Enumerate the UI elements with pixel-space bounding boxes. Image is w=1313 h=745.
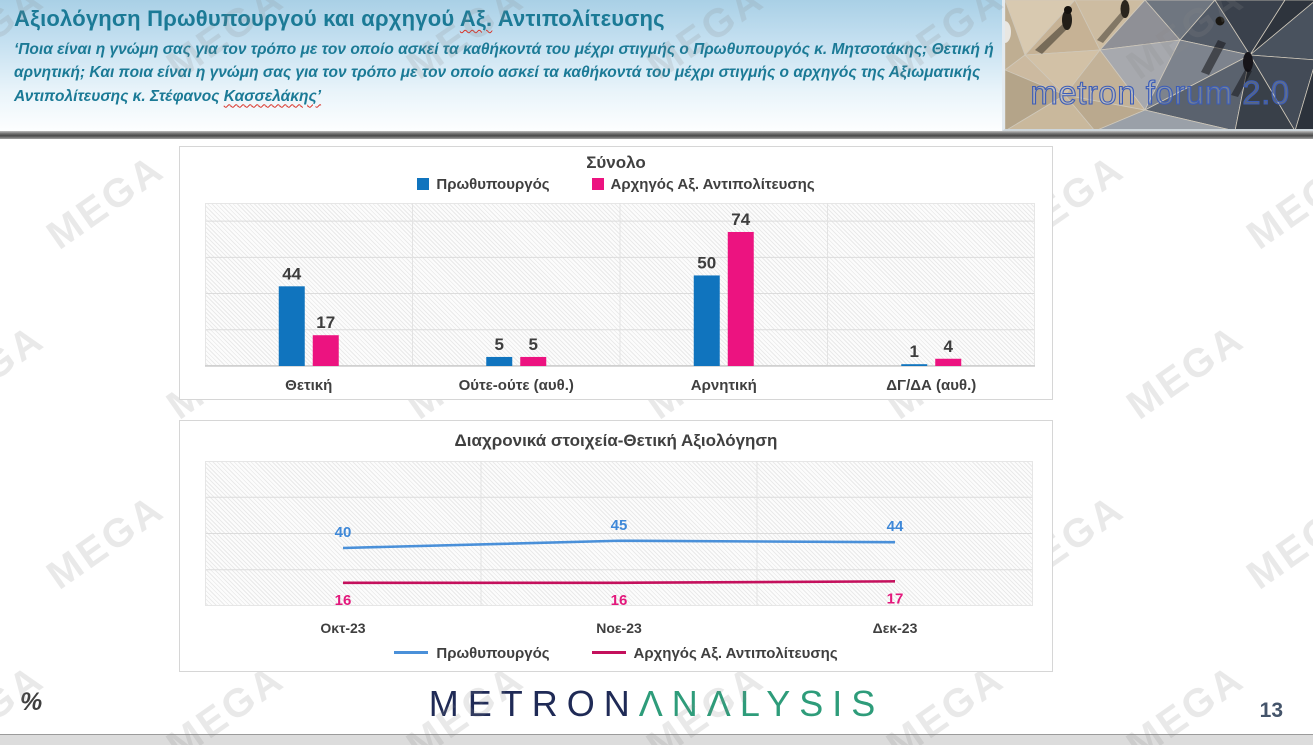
legend-item-pm: Πρωθυπουργός	[417, 176, 550, 193]
bar	[486, 356, 513, 366]
opposition-legend-label: Αρχηγός Αξ. Αντιπολίτευσης	[610, 176, 815, 193]
x-axis-label: Δεκ-23	[873, 620, 918, 636]
bar-chart-legend: Πρωθυπουργός Αρχηγός Αξ. Αντιπολίτευσης	[180, 176, 1052, 193]
page-number: 13	[1259, 699, 1283, 722]
mega-watermark: MEGA	[1119, 656, 1253, 745]
category-label: ΔΓ/ΔΑ (αυθ.)	[886, 377, 976, 394]
mega-watermark: MEGA	[39, 146, 173, 258]
bottom-strip	[0, 734, 1313, 745]
bar	[727, 231, 754, 366]
line-chart-legend: Πρωθυπουργός Αρχηγός Αξ. Αντιπολίτευσης	[180, 645, 1052, 662]
line-chart-title: Διαχρονικά στοιχεία-Θετική Αξιολόγηση	[454, 431, 778, 450]
title-text-2: Αντιπολίτευσης	[492, 6, 665, 31]
category-label: Αρνητική	[691, 377, 757, 394]
pm-line-legend-label: Πρωθυπουργός	[436, 645, 550, 662]
bar-value-label: 4	[944, 337, 954, 356]
bar	[901, 364, 928, 366]
legend-item-pm-line: Πρωθυπουργός	[394, 645, 550, 662]
pm-legend-label: Πρωθυπουργός	[436, 176, 550, 193]
line-chart-panel: Διαχρονικά στοιχεία-Θετική Αξιολόγηση 40…	[179, 420, 1053, 672]
x-axis-label: Οκτ-23	[320, 620, 365, 636]
point-value-label: 16	[611, 592, 628, 609]
bar-value-label: 5	[495, 335, 504, 354]
title-text-1: Αξιολόγηση Πρωθυπουργού και αρχηγού	[14, 6, 460, 31]
bar-value-label: 44	[282, 264, 301, 283]
x-axis-label: Νοε-23	[596, 620, 642, 636]
bar	[278, 286, 305, 366]
category-label: Θετική	[285, 377, 332, 394]
opposition-legend-swatch	[591, 178, 604, 190]
mega-watermark: MEGA	[1239, 486, 1313, 598]
category-label: Ούτε-ούτε (αυθ.)	[459, 377, 574, 394]
bar	[935, 358, 962, 366]
mega-watermark: MEGA	[1239, 146, 1313, 258]
subtitle-text: ‘Ποια είναι η γνώμη σας για τον τρόπο με…	[14, 41, 994, 105]
legend-item-opposition-line: Αρχηγός Αξ. Αντιπολίτευσης	[591, 645, 838, 662]
metron-analysis-logo: METRONΛNΛLYSIS	[429, 683, 884, 725]
series-line	[343, 580, 896, 585]
pm-legend-swatch	[417, 178, 430, 190]
logo-analysis-text: ΛNΛLYSIS	[638, 683, 885, 724]
bar	[693, 275, 720, 366]
mega-watermark: MEGA	[1119, 316, 1253, 428]
bar	[520, 356, 547, 366]
bar-chart-panel: Σύνολο Πρωθυπουργός Αρχηγός Αξ. Αντιπολί…	[179, 146, 1053, 400]
point-value-label: 40	[335, 524, 352, 541]
title-text-misspelled: Αξ.	[459, 6, 493, 31]
opposition-line-legend-label: Αρχηγός Αξ. Αντιπολίτευσης	[633, 645, 838, 662]
unit-label: %	[20, 688, 43, 716]
mega-watermark: MEGA	[0, 316, 53, 428]
mosaic-photo-graphic: metron forum 2.0	[1005, 0, 1313, 129]
people-silhouettes	[1005, 0, 1253, 97]
header-divider	[0, 131, 1313, 139]
bar-value-label: 17	[316, 313, 335, 332]
line-chart-plot: 40 45 44 16 16 17 Οκτ-23 Νοε-23 Δεκ-23	[205, 461, 1033, 636]
bar-value-label: 74	[731, 210, 750, 229]
slide-header: Αξιολόγηση Πρωθυπουργού και αρχηγού Αξ. …	[0, 0, 1313, 131]
pm-line-swatch	[394, 651, 429, 654]
metron-forum-logo-text: metron forum 2.0	[1030, 74, 1289, 111]
subtitle-text-misspelled: Κασσελάκης’	[223, 87, 322, 105]
bar-chart-plot: 44 17 Θετική 5 5 Ούτε-ούτε (αυθ.) 50 74 Αρνητική…	[205, 203, 1035, 394]
opposition-line-swatch	[591, 651, 626, 654]
page-title: Αξιολόγηση Πρωθυπουργού και αρχηγού Αξ. …	[14, 6, 665, 32]
mega-watermark: MEGA	[39, 486, 173, 598]
bar-value-label: 1	[910, 342, 919, 361]
bar	[312, 335, 339, 366]
point-value-label: 16	[335, 592, 352, 609]
survey-question-text: ‘Ποια είναι η γνώμη σας για τον τρόπο με…	[14, 38, 999, 108]
series-line	[342, 539, 896, 550]
metron-forum-banner-image: metron forum 2.0	[1002, 0, 1313, 131]
point-value-label: 17	[887, 590, 904, 607]
point-value-label: 44	[887, 518, 904, 535]
point-value-label: 45	[611, 517, 628, 534]
bar-value-label: 5	[529, 335, 538, 354]
bar-value-label: 50	[697, 253, 716, 272]
bar-chart-title: Σύνολο	[586, 153, 646, 172]
legend-item-opposition: Αρχηγός Αξ. Αντιπολίτευσης	[591, 176, 815, 193]
logo-metron-text: METRON	[428, 683, 639, 724]
